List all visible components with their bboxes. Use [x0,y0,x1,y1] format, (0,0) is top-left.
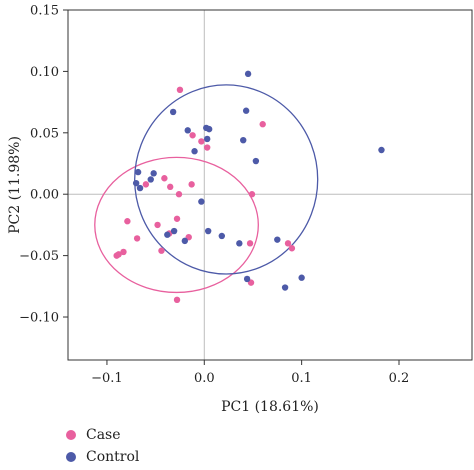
point-case [142,181,150,188]
point-case [204,144,211,151]
point-case [188,181,195,188]
point-control [164,231,171,238]
y-tick-label: −0.10 [19,311,59,326]
y-tick-label: 0.05 [30,126,59,141]
x-tick-label: 0.2 [389,371,410,386]
point-control [191,148,198,155]
point-case [248,191,256,198]
point-control [169,108,177,116]
point-case [161,175,168,182]
point-case [173,296,181,304]
point-control [134,168,142,176]
point-control [274,236,281,243]
legend-marker-control [66,452,76,462]
point-control [198,198,205,205]
legend-item-case: Case [66,424,139,446]
point-case [120,248,127,256]
y-tick-label: −0.05 [19,249,59,264]
point-control [378,146,385,154]
x-tick-label: 0.1 [291,371,312,386]
reference-lines [68,10,472,360]
point-control [236,240,243,247]
point-case [175,191,183,198]
point-case [246,240,254,247]
y-axis-title: PC2 (11.98%) [7,136,23,234]
point-case [189,132,196,139]
point-control [243,275,251,283]
point-case [158,247,165,254]
point-control [205,125,213,133]
point-control [281,284,289,291]
legend-marker-case [66,430,76,440]
point-case [173,215,181,222]
plot-frame [67,9,473,361]
confidence-ellipses [94,84,319,294]
y-tick-label: 0.00 [30,188,59,203]
legend-item-control: Control [66,446,139,468]
point-control [298,274,305,281]
point-control [252,157,260,165]
point-control [242,107,250,114]
point-control [184,127,191,134]
point-control [132,179,140,187]
ellipse-control [134,84,319,275]
point-control [147,176,154,183]
y-tick-label: 0.10 [30,65,59,80]
data-points [113,70,385,304]
point-case [167,183,174,191]
point-control [136,184,144,192]
x-tick-label: −0.1 [91,371,123,386]
point-control [181,237,189,245]
x-tick-label: 0.0 [194,371,215,386]
ellipse-case [94,156,259,294]
point-case [284,240,292,247]
legend-label-case: Case [86,427,121,443]
point-control [204,135,211,143]
point-control [170,227,178,235]
legend: Case Control [66,424,139,468]
point-control [240,136,247,144]
point-case [133,235,141,242]
point-case [154,221,161,229]
y-tick-label: 0.15 [30,4,59,19]
point-control [218,232,226,240]
point-control [150,170,157,177]
point-case [288,245,296,252]
legend-label-control: Control [86,449,140,465]
axis-ticks: −0.1 0.0 0.1 0.2 −0.10 −0.05 0.00 0.05 0.10 0.15 [19,4,409,387]
point-control [244,70,252,78]
point-control [204,227,212,235]
x-axis-title: PC1 (18.61%) [221,399,319,415]
point-case [176,86,184,94]
point-case [124,218,131,225]
point-case [198,138,205,145]
point-case [259,121,266,128]
point-case [113,252,120,259]
